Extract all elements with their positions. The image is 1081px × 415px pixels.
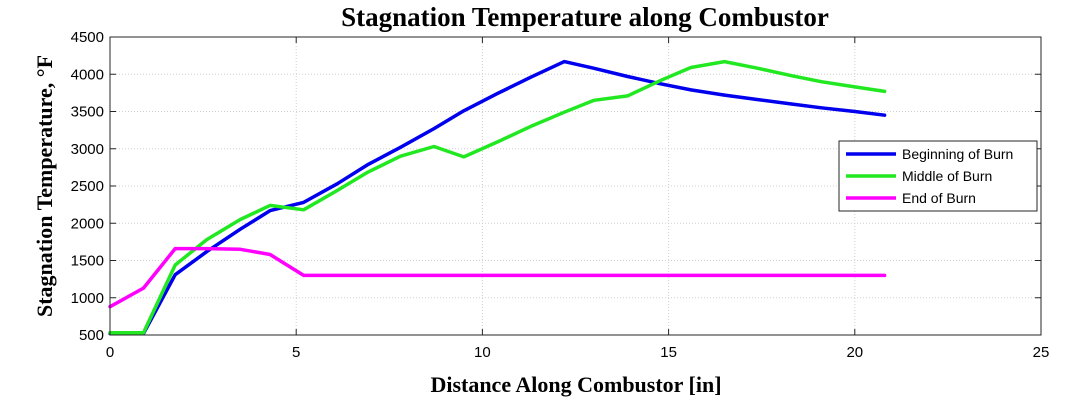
y-axis-ticks: 500 1000 1500 2000 2500 3000 3500 4000 4500: [71, 29, 1041, 344]
grid: [110, 37, 1041, 335]
y-tick-label: 3000: [71, 141, 104, 158]
y-tick-label: 2000: [71, 215, 104, 232]
series-line-middle-of-burn: [108, 59, 887, 335]
y-axis-label: Stagnation Temperature, °F: [32, 55, 57, 317]
y-tick-label: 500: [79, 327, 104, 344]
series-line-end-of-burn: [108, 246, 887, 309]
series-lines: [108, 59, 887, 336]
y-tick-label: 1000: [71, 290, 104, 307]
legend: Beginning of Burn Middle of Burn End of Bu…: [838, 140, 1038, 212]
x-axis-label: Distance Along Combustor [in]: [430, 372, 721, 397]
chart-title: Stagnation Temperature along Combustor: [341, 2, 829, 32]
x-tick-label: 20: [846, 344, 863, 361]
y-tick-label: 3500: [71, 104, 104, 121]
y-tick-label: 2500: [71, 178, 104, 195]
x-tick-label: 0: [106, 344, 114, 361]
legend-label-end-of-burn: End of Burn: [902, 190, 976, 206]
x-tick-label: 25: [1033, 344, 1050, 361]
legend-label-middle-of-burn: Middle of Burn: [902, 168, 992, 184]
series-line-beginning-of-burn: [108, 59, 887, 336]
legend-label-beginning-of-burn: Beginning of Burn: [902, 146, 1013, 162]
y-tick-label: 4500: [71, 29, 104, 46]
x-axis-ticks: 0 5 10 15 20 25: [106, 37, 1050, 361]
x-tick-label: 10: [474, 344, 491, 361]
x-tick-label: 5: [292, 344, 300, 361]
y-tick-label: 4000: [71, 66, 104, 83]
x-tick-label: 15: [660, 344, 677, 361]
y-tick-label: 1500: [71, 253, 104, 270]
